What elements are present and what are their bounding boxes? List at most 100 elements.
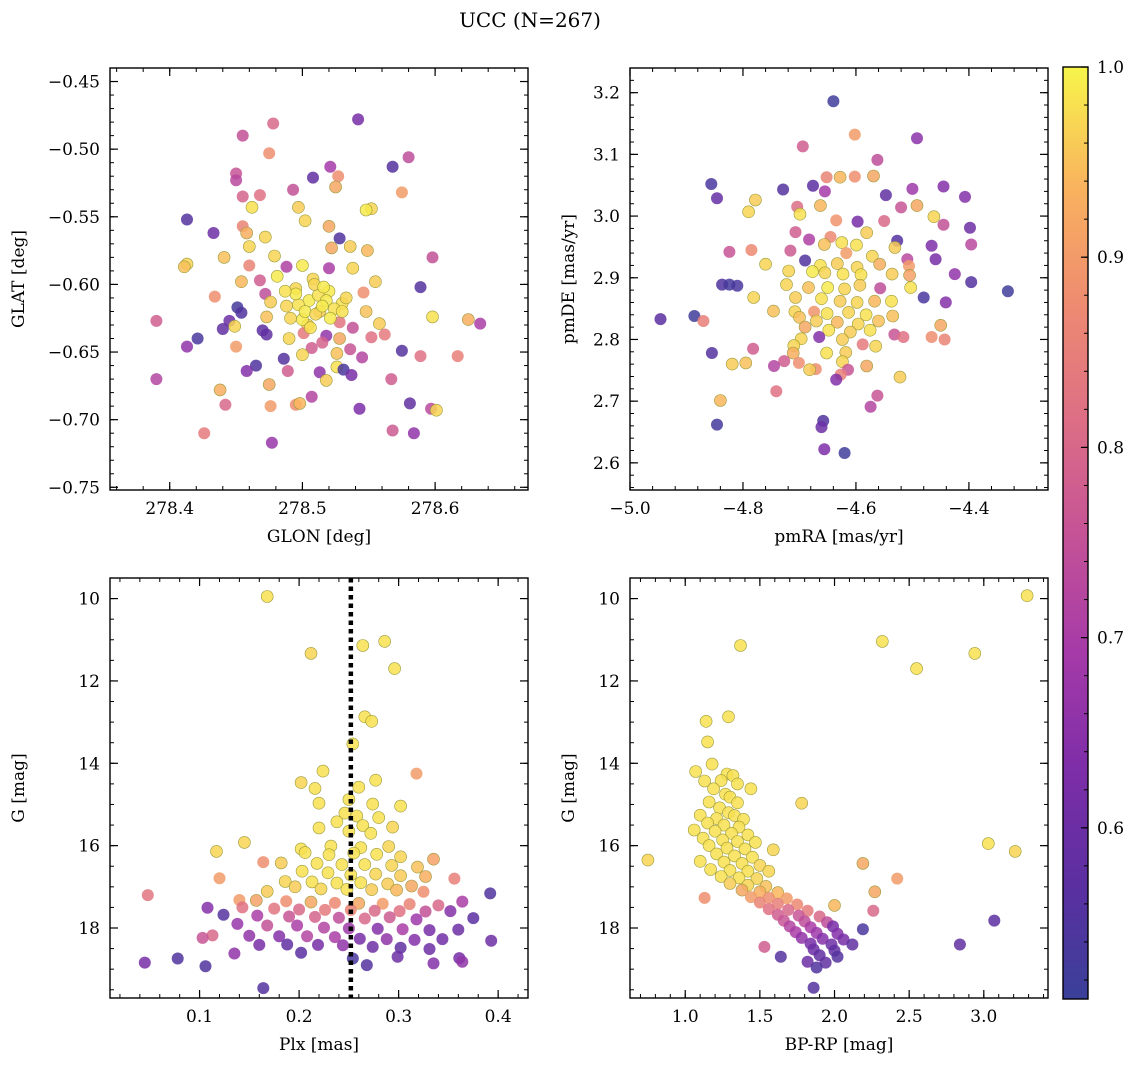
data-point [705,178,718,190]
data-point [873,257,887,271]
data-point [814,199,827,212]
data-point [965,276,978,289]
data-point [296,348,309,362]
data-point [789,291,802,304]
data-point [850,296,864,309]
data-point [236,190,249,203]
data-point [467,912,480,925]
data-point [345,369,358,381]
data-point [867,169,880,183]
data-point [801,955,814,968]
y-tick-label: 18 [598,919,620,939]
data-point [216,323,229,335]
data-point [336,939,349,952]
y-tick-label: −0.45 [48,73,100,93]
data-point [723,245,736,258]
data-point [138,956,151,969]
data-point [731,777,744,791]
data-point [830,257,844,270]
data-point [910,199,924,212]
position-points [150,113,487,449]
data-point [150,314,163,327]
data-point [141,889,154,902]
data-point [328,931,341,944]
data-point [784,244,797,257]
data-point [705,757,719,771]
data-point [723,864,737,877]
data-point [791,898,804,911]
data-point [277,352,290,365]
data-point [874,282,887,295]
data-point [240,226,253,240]
data-point [395,186,408,199]
data-point [436,933,449,946]
data-point [747,342,760,355]
data-point [278,284,292,298]
data-point [382,840,396,853]
data-point [731,796,744,810]
data-point [150,373,163,386]
data-point [1020,589,1034,603]
data-point [295,946,308,959]
data-point [869,339,883,353]
y-tick-label: 14 [598,754,620,774]
data-point [731,279,744,292]
data-point [856,338,869,351]
data-point [698,891,711,904]
data-point [359,305,373,318]
data-point [710,847,723,861]
x-tick-label: 1.5 [746,1007,773,1027]
data-point [312,938,324,951]
data-point [414,350,427,363]
data-point [868,294,881,308]
data-point [335,305,349,318]
data-point [310,857,324,870]
data-point [693,808,707,822]
data-point [853,278,867,292]
data-point [856,923,869,936]
data-point [219,398,232,411]
data-point [819,956,832,969]
data-point [795,931,808,944]
data-point [294,776,308,789]
data-point [364,826,378,840]
data-point [243,259,256,272]
data-point [803,233,816,246]
data-point [330,815,344,829]
data-point [846,938,859,951]
data-point [893,370,907,384]
panel-color-magnitude: 1.0 1.5 2.0 2.5 3.0 10 12 14 16 18 BP-RP [mag] G [m… [559,577,1049,1055]
x-axis-label: pmRA [mas/yr] [774,527,903,547]
y-tick-label: −0.70 [48,411,100,431]
data-point [742,205,755,219]
data-point [762,864,776,878]
data-point [456,895,469,908]
data-point [289,287,303,301]
parallax-magnitude-points [138,590,498,995]
data-point [871,389,884,402]
data-point [875,635,889,648]
data-point [888,241,902,254]
data-point [766,843,780,857]
data-point [456,955,469,968]
data-point [793,207,807,221]
y-tick-label: −0.75 [48,478,100,498]
data-point [693,854,707,868]
data-point [304,895,318,909]
data-point [796,140,809,153]
data-point [317,280,330,294]
data-point [474,317,487,330]
data-point [403,898,416,911]
data-point [860,359,874,373]
data-point [309,910,321,923]
data-point [827,95,840,108]
data-point [848,170,861,183]
data-point [386,820,399,834]
data-point [758,940,771,953]
data-point [728,849,741,863]
data-point [316,336,329,349]
data-point [865,249,879,263]
data-point [344,343,357,356]
data-point [792,356,805,369]
